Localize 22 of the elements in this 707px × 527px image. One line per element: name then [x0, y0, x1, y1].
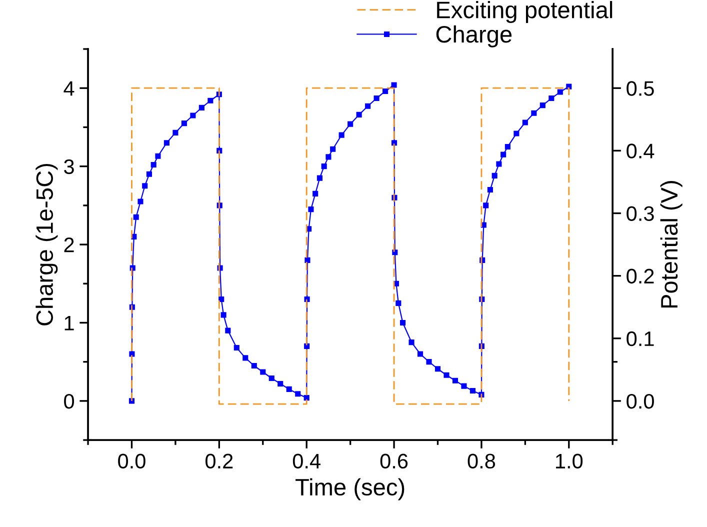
- x-axis-title: Time (sec): [296, 478, 404, 500]
- y2-tick-label: 0.2: [626, 268, 654, 284]
- x-tick-label: 0.8: [468, 454, 496, 469]
- y-tick-label: 4: [64, 81, 74, 96]
- y2-tick-label: 0.4: [626, 144, 654, 158]
- y-tick-label: 0: [64, 394, 74, 409]
- x-tick-label: 0.0: [118, 454, 146, 469]
- y2-tick-label: 0.3: [626, 206, 654, 221]
- y-tick-label: 2: [64, 238, 74, 252]
- x-tick-label: 0.6: [380, 454, 408, 469]
- x-tick-label: 0.4: [292, 454, 320, 469]
- legend-label: Charge: [436, 25, 512, 48]
- y2-tick-label: 0.0: [626, 394, 654, 409]
- y-axis-title: Charge (1e-5C): [36, 164, 58, 326]
- y2-axis-title: Potential (V): [660, 181, 682, 308]
- legend-label: Exciting potential: [437, 1, 612, 24]
- y-tick-label: 1: [64, 316, 74, 330]
- x-tick-label: 0.2: [206, 454, 233, 469]
- y2-tick-label: 0.5: [626, 81, 654, 96]
- x-tick-label: 1.0: [556, 454, 583, 469]
- y2-tick-label: 0.1: [626, 331, 654, 346]
- y-tick-label: 3: [64, 159, 74, 174]
